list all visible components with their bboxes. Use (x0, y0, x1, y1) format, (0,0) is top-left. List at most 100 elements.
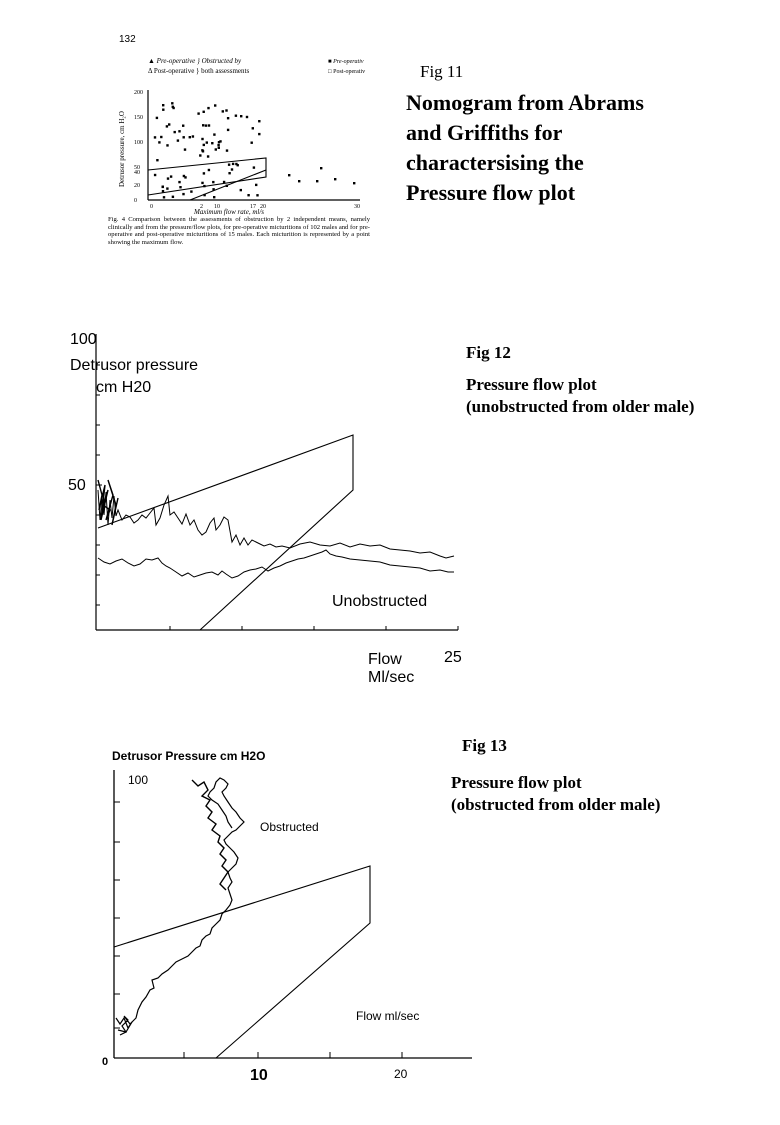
inset-scatter-point (190, 190, 193, 193)
inset-scatter-point (205, 141, 208, 144)
inset-scatter-point (213, 133, 216, 136)
inset-x-tick: 20 (260, 204, 266, 210)
inset-scatter-point (247, 194, 250, 197)
inset-scatter-point (222, 180, 226, 184)
inset-scatter-point (288, 174, 291, 177)
inset-scatter-point (171, 105, 174, 108)
inset-x-tick: 0 (150, 204, 153, 210)
fig12-y-label-line2: cm H20 (96, 379, 151, 396)
inset-y-tick: 100 (134, 140, 143, 146)
inset-scatter-point (188, 136, 191, 139)
fig13-x-label: Flow ml/sec (356, 1009, 419, 1023)
inset-scatter-point (202, 124, 205, 127)
fig13-y-top: 100 (128, 773, 148, 787)
inset-scatter-point (353, 182, 356, 185)
inset-legend-right2: □ Post-operativ (328, 69, 365, 75)
inset-scatter-point (182, 136, 185, 139)
inset-scatter-point (214, 104, 217, 107)
inset-scatter-point (217, 143, 220, 147)
inset-x-tick: 17 (250, 204, 256, 210)
inset-scatter-point (245, 115, 249, 119)
inset-scatter-point (320, 167, 323, 170)
inset-scatter-point (239, 188, 242, 192)
fig13-plot: Detrusor Pressure cm H2O 100 Obstructed … (102, 749, 472, 1084)
inset-scatter-point (206, 155, 210, 158)
inset-scatter-point (234, 114, 238, 117)
inset-legend-row1: ▲ Pre-operative } Obstructed by (148, 57, 242, 65)
inset-scatter-point (226, 117, 230, 120)
inset-scatter-point (156, 159, 159, 162)
inset-scatter-point (212, 188, 215, 191)
inset-scatter-point (155, 116, 159, 120)
inset-scatter-point (252, 166, 256, 169)
fig12-annotation: Unobstructed (332, 593, 427, 610)
fig12-plot: 100 Detrusor pressure cm H20 50 Unobstru… (68, 331, 462, 686)
inset-scatter-point (255, 183, 258, 187)
inset-scatter-point (182, 174, 186, 178)
inset-scatter-point (226, 128, 230, 132)
inset-scatter-point (179, 186, 182, 189)
inset-x-tick: 30 (354, 204, 360, 210)
inset-scatter-point (153, 136, 157, 139)
inset-scatter-point (166, 144, 169, 147)
inset-scatter-point (225, 109, 228, 112)
inset-scatter-point (162, 196, 166, 199)
inset-scatter-point (202, 110, 205, 113)
inset-legend-row2: Δ Post-operative } both assessments (148, 67, 249, 75)
inset-scatter-point (225, 184, 228, 187)
fig13-x-tick-10: 10 (250, 1067, 268, 1084)
fig12-label: Fig 12 (466, 343, 511, 362)
inset-y-tick: 40 (134, 170, 140, 176)
fig11-label: Fig 11 (420, 62, 464, 81)
inset-scatter-point (203, 184, 206, 188)
inset-scatter-point (228, 172, 231, 175)
fig13-x-tick-20: 20 (394, 1067, 408, 1081)
inset-scatter-point (162, 108, 165, 111)
fig13-origin: 0 (102, 1056, 108, 1068)
fig13-caption: Pressure flow plot (obstructed from olde… (451, 773, 661, 814)
inset-scatter-point (169, 175, 173, 178)
inset-y-tick: 200 (134, 90, 143, 96)
inset-scatter-point (161, 185, 164, 189)
inset-y-axis-label: Detrusor pressure, cm H₂O (118, 111, 126, 187)
inset-scatter-point (178, 180, 181, 184)
inset-caption: Fig. 4 Comparison between the assessment… (108, 216, 370, 246)
inset-scatter-point (182, 192, 185, 196)
fig12-y-top: 100 (70, 331, 97, 348)
inset-scatter-point (258, 120, 261, 123)
inset-scatter-point (213, 196, 216, 199)
fig12-y-mid: 50 (68, 477, 86, 494)
inset-scatter-point (182, 124, 185, 127)
inset-scatter-point (171, 102, 174, 105)
fig13-label: Fig 13 (462, 736, 507, 755)
inset-scatter-point (256, 194, 259, 197)
inset-scatter-point (202, 172, 206, 175)
inset-scatter-point (197, 112, 200, 115)
inset-scatter-point (184, 176, 187, 179)
page-number: 132 (119, 34, 136, 45)
inset-x-tick: 10 (214, 204, 220, 210)
inset-scatter-point (211, 142, 214, 145)
inset-scatter-point (231, 162, 235, 166)
inset-legend-right1: ■ Pre-operativ (328, 59, 364, 65)
inset-scatter-point (166, 187, 169, 190)
inset-scatter-point (183, 148, 187, 151)
inset-y-tick: 20 (134, 183, 140, 189)
inset-scatter-point (298, 180, 301, 183)
inset-y-tick: 0 (134, 198, 137, 204)
fig12-caption: Pressure flow plot (unobstructed from ol… (466, 375, 695, 416)
fig12-x-label-line1: Flow (368, 651, 402, 668)
inset-scatter-point (160, 135, 163, 139)
inset-scatter-point (221, 110, 224, 113)
fig12-x-max: 25 (444, 649, 462, 666)
inset-scatter-point (203, 193, 206, 197)
inset-scatter-point (199, 154, 202, 157)
inset-scatter-point (214, 148, 217, 151)
inset-scatter-point (235, 162, 238, 166)
inset-scatter-point (171, 195, 175, 198)
inset-scatter-point (236, 164, 239, 167)
inset-scatter-point (217, 146, 220, 149)
fig13-y-label: Detrusor Pressure cm H2O (112, 749, 265, 763)
inset-scatter-point (240, 115, 243, 118)
fig12-x-label-line2: Ml/sec (368, 669, 414, 686)
